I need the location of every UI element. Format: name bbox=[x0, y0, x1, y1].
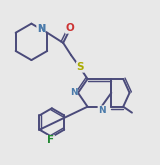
Text: F: F bbox=[47, 135, 54, 145]
Text: N: N bbox=[37, 24, 45, 33]
Text: N: N bbox=[37, 24, 45, 33]
Text: N: N bbox=[70, 88, 77, 97]
Text: O: O bbox=[65, 23, 74, 33]
Text: S: S bbox=[77, 62, 84, 72]
Text: N: N bbox=[98, 106, 106, 115]
Text: N: N bbox=[37, 24, 45, 33]
